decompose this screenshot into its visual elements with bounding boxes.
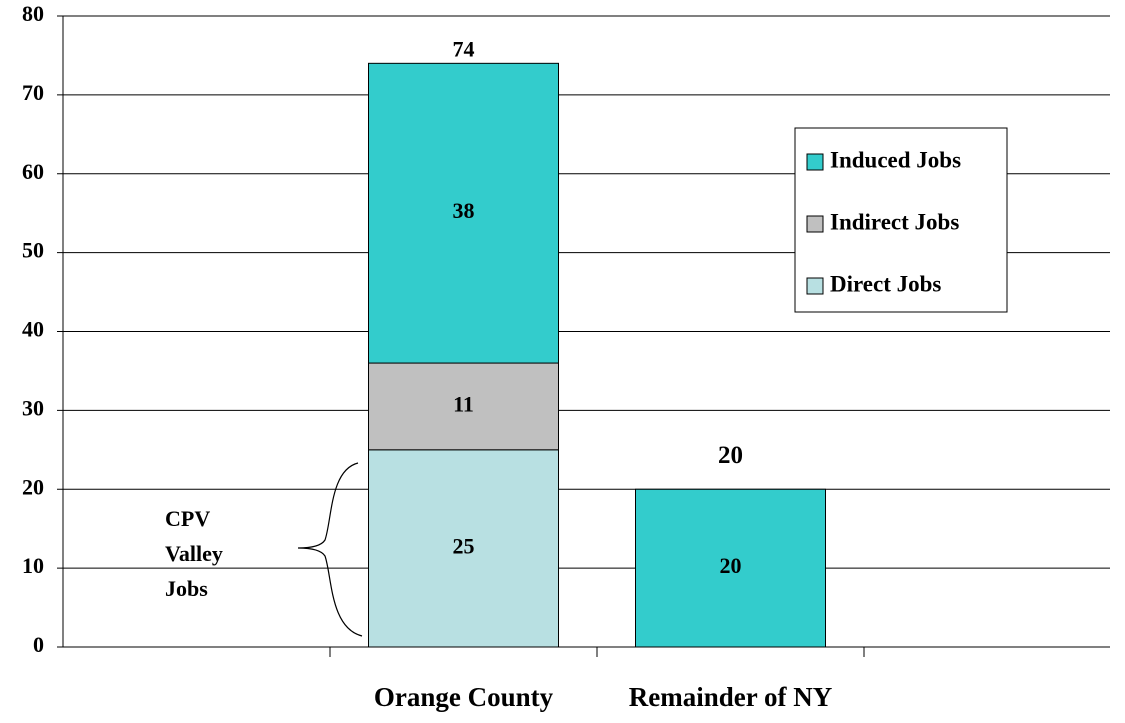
segment-label: 20	[720, 553, 742, 578]
y-tick-label: 0	[33, 632, 44, 657]
annotation: Valley	[165, 541, 223, 566]
y-tick-label: 30	[22, 395, 44, 420]
legend-label: Induced Jobs	[830, 147, 961, 172]
y-tick-label: 20	[22, 474, 44, 499]
segment-label: 11	[453, 391, 474, 416]
y-tick-label: 70	[22, 80, 44, 105]
legend-swatch	[806, 215, 824, 233]
y-tick-label: 80	[22, 1, 44, 26]
legend-box	[794, 127, 1008, 313]
legend-swatch	[806, 277, 824, 295]
bar-segment	[368, 62, 559, 364]
bar-segment	[635, 488, 826, 648]
y-tick-label: 40	[22, 317, 44, 342]
legend-label: Indirect Jobs	[830, 209, 959, 234]
x-tick-label: Remainder of NY	[629, 682, 832, 712]
segment-label: 25	[453, 533, 475, 558]
brace	[297, 462, 363, 637]
annotation: Jobs	[165, 576, 208, 601]
annotation: CPV	[165, 506, 210, 531]
total-label: 74	[453, 36, 475, 61]
total-label: 20	[718, 442, 743, 469]
bar-segment	[368, 362, 559, 451]
legend-swatch	[806, 153, 824, 171]
segment-label: 38	[453, 198, 475, 223]
y-tick-label: 10	[22, 553, 44, 578]
legend-label: Direct Jobs	[830, 271, 941, 296]
bar-segment	[368, 449, 559, 648]
y-tick-label: 60	[22, 159, 44, 184]
x-tick-label: Orange County	[374, 682, 554, 712]
y-tick-label: 50	[22, 238, 44, 263]
